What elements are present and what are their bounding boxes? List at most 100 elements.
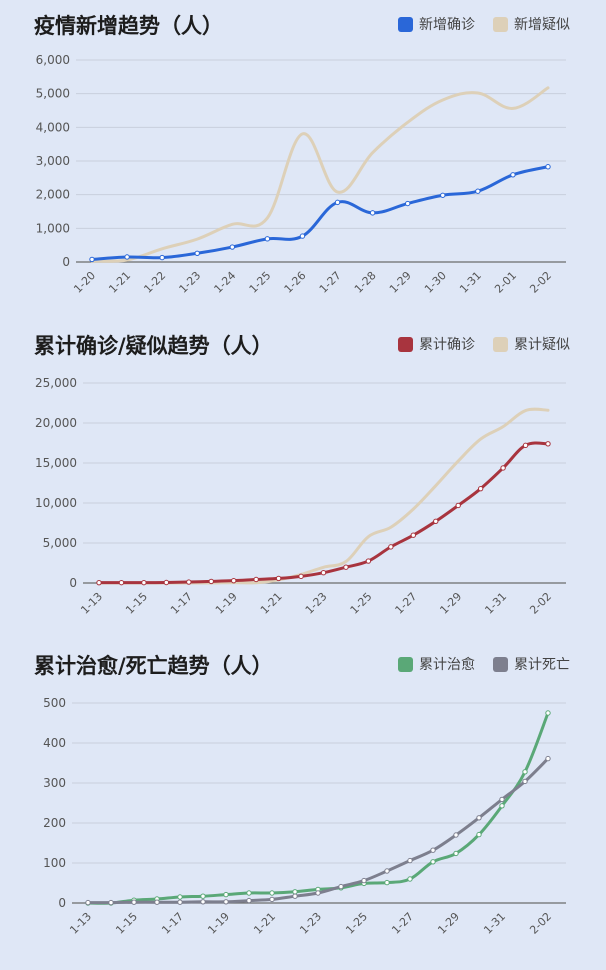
y-tick-label: 4,000	[36, 120, 70, 134]
data-point	[96, 579, 102, 586]
data-point	[343, 564, 349, 570]
series-line-2	[90, 86, 550, 263]
data-point	[430, 859, 436, 865]
x-tick-label: 1-22	[141, 269, 168, 296]
series-line-1	[86, 711, 550, 905]
data-point	[407, 857, 413, 864]
legend-swatch	[493, 656, 508, 672]
series-line-1	[97, 441, 550, 585]
data-point	[200, 899, 206, 905]
data-point	[440, 192, 446, 198]
x-tick-label: 1-29	[435, 910, 462, 937]
data-point	[194, 250, 200, 256]
chart-legend: 新增确诊 新增疑似	[398, 14, 570, 34]
data-point	[264, 236, 271, 242]
data-point	[292, 889, 298, 895]
chart-legend: 累计治愈 累计死亡	[398, 654, 570, 674]
data-point	[269, 896, 275, 903]
y-tick-label: 0	[58, 896, 66, 910]
data-point	[499, 796, 505, 803]
x-tick-label: 1-31	[482, 590, 509, 617]
series-line-1	[90, 165, 550, 261]
y-tick-label: 25,000	[35, 376, 77, 390]
x-tick-label: 2-02	[527, 269, 554, 296]
data-point	[231, 577, 237, 584]
data-point	[361, 877, 367, 884]
x-tick-label: 1-13	[67, 910, 94, 937]
x-tick-label: 1-19	[213, 590, 240, 617]
y-tick-label: 1,000	[36, 221, 70, 235]
data-point	[177, 899, 183, 905]
y-tick-label: 0	[69, 576, 77, 590]
chart-panel-new-cases: 疫情新增趋势（人） 新增确诊 新增疑似 0 1,000 2,000 3,000 4,00…	[0, 0, 606, 320]
data-point	[410, 532, 416, 538]
legend-swatch	[493, 16, 508, 32]
data-point	[315, 890, 321, 896]
x-tick-label: 1-28	[352, 269, 379, 296]
y-tick-label: 300	[43, 776, 66, 790]
x-tick-label: 1-27	[317, 269, 344, 296]
y-tick-label: 5,000	[43, 536, 77, 550]
data-point	[200, 893, 206, 899]
x-tick-label: 1-17	[159, 910, 186, 937]
data-point	[118, 579, 125, 586]
data-point	[223, 899, 229, 905]
data-point	[338, 883, 344, 890]
data-point	[154, 899, 160, 905]
y-tick-label: 15,000	[35, 456, 77, 470]
data-point	[522, 442, 529, 449]
data-point	[299, 233, 306, 239]
data-point	[108, 899, 114, 906]
x-tick-label: 2-02	[527, 910, 554, 937]
x-tick-label: 1-29	[437, 590, 464, 617]
x-tick-label: 1-20	[71, 269, 98, 296]
chart-plot-recovered-deaths: 0 100 200 300 400 500 1-13 1-15 1-17 1-19 1-21 1-23…	[43, 696, 566, 937]
chart-panel-recovered-deaths: 累计治愈/死亡趋势（人） 累计治愈 累计死亡 0 100 200 300 400 500 1…	[0, 640, 606, 970]
data-point	[85, 899, 91, 906]
data-point	[477, 485, 484, 492]
data-point	[404, 200, 411, 207]
data-point	[499, 803, 505, 809]
y-tick-label: 3,000	[36, 154, 70, 168]
y-tick-label: 500	[43, 696, 66, 710]
chart-title: 累计确诊/疑似趋势（人）	[34, 334, 273, 358]
legend-item-new-confirmed[interactable]: 新增确诊	[398, 14, 475, 34]
legend-item-new-suspected[interactable]: 新增疑似	[493, 14, 570, 34]
x-tick-label: 1-23	[177, 269, 204, 296]
data-point	[476, 815, 482, 821]
y-tick-label: 6,000	[36, 53, 70, 67]
data-point	[159, 254, 165, 261]
x-tick-label: 1-21	[258, 590, 285, 617]
x-tick-label: 1-15	[123, 590, 150, 617]
x-tick-label: 1-15	[113, 910, 140, 937]
data-point	[334, 199, 341, 206]
y-tick-label: 100	[43, 856, 66, 870]
legend-item-cumulative-suspected[interactable]: 累计疑似	[493, 334, 570, 354]
data-point	[269, 890, 275, 896]
series-line-2	[97, 407, 550, 585]
data-point	[476, 831, 482, 838]
data-point	[298, 573, 304, 580]
legend-item-cumulative-deaths[interactable]: 累计死亡	[493, 654, 570, 674]
y-tick-label: 400	[43, 736, 66, 750]
legend-label: 累计确诊	[419, 337, 475, 353]
data-point	[229, 244, 236, 250]
data-point	[365, 558, 372, 564]
legend-swatch	[398, 336, 413, 352]
legend-label: 新增确诊	[419, 17, 475, 33]
data-point	[388, 544, 394, 550]
data-point	[253, 576, 259, 583]
data-point	[545, 755, 551, 762]
legend-item-cumulative-confirmed[interactable]: 累计确诊	[398, 334, 475, 354]
legend-label: 累计疑似	[514, 337, 570, 353]
data-point	[246, 897, 252, 904]
data-point	[275, 575, 282, 582]
chart-panel-cumulative-cases: 累计确诊/疑似趋势（人） 累计确诊 累计疑似 0 5,000 10,000 15,00…	[0, 320, 606, 640]
x-tick-label: 1-21	[106, 269, 133, 296]
data-point	[545, 164, 551, 170]
data-point	[223, 891, 229, 898]
data-point	[131, 899, 137, 905]
data-point	[453, 832, 459, 838]
legend-item-cumulative-recovered[interactable]: 累计治愈	[398, 654, 475, 674]
data-point	[89, 256, 95, 263]
